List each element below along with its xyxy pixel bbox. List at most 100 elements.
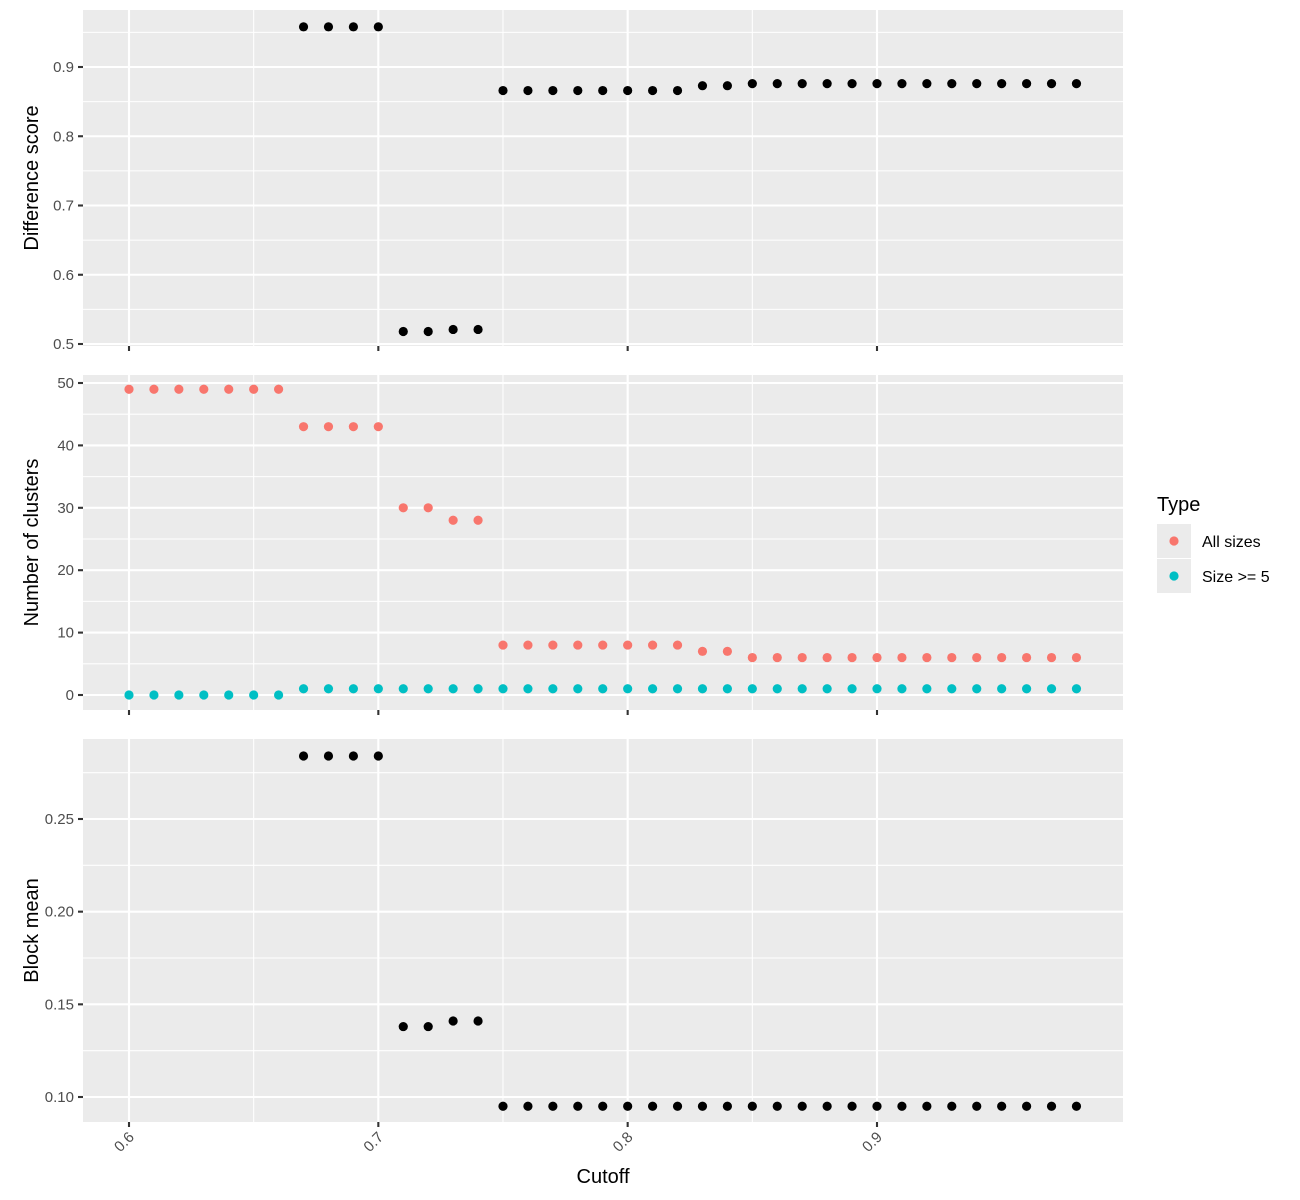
data-point — [847, 1101, 857, 1111]
data-point — [747, 1101, 757, 1111]
data-point — [573, 640, 583, 650]
data-point — [523, 684, 533, 694]
data-point — [697, 81, 708, 91]
data-point — [298, 22, 309, 32]
data-point — [548, 684, 558, 694]
legend-marker — [1169, 571, 1179, 581]
x-tick-label: 0.8 — [610, 1129, 637, 1156]
data-point — [598, 684, 608, 694]
data-point — [648, 1101, 658, 1111]
data-point — [997, 79, 1007, 89]
x-tick-label: 0.6 — [111, 1129, 138, 1156]
data-point — [423, 326, 433, 337]
data-point — [423, 503, 433, 513]
series-difference-score — [298, 22, 1082, 337]
data-point — [274, 690, 284, 700]
legend-marker — [1169, 536, 1179, 546]
data-point — [972, 1101, 982, 1111]
data-point — [897, 1101, 907, 1111]
panel-number-of-clusters: 0 10 20 30 40 50 Number of clusters — [21, 375, 1123, 715]
data-point — [922, 684, 932, 694]
data-point — [872, 79, 882, 89]
data-point — [672, 640, 683, 650]
data-point — [947, 79, 957, 89]
y-tick-label: 0.6 — [53, 267, 74, 284]
data-point — [249, 690, 259, 700]
y-tick-label: 0.15 — [45, 996, 74, 1013]
data-point — [623, 1101, 633, 1111]
data-point — [722, 684, 733, 694]
data-point — [922, 79, 932, 89]
y-tick-label: 10 — [57, 625, 74, 642]
data-point — [373, 422, 383, 432]
data-point — [398, 503, 408, 513]
series-size-5 — [124, 684, 1082, 700]
x-tick-label: 0.7 — [360, 1129, 387, 1156]
y-tick-label: 0.25 — [45, 811, 74, 828]
data-point — [448, 515, 458, 525]
data-point — [373, 22, 383, 32]
data-point — [174, 384, 184, 394]
panel-background — [83, 10, 1123, 346]
data-point — [822, 1101, 832, 1111]
data-point — [747, 684, 757, 694]
data-point — [822, 684, 832, 694]
data-point — [648, 684, 658, 694]
legend-title: Type — [1157, 494, 1200, 516]
data-point — [1071, 684, 1082, 694]
data-point — [897, 79, 907, 89]
data-point — [348, 684, 358, 694]
data-point — [922, 652, 932, 663]
data-point — [498, 640, 508, 650]
data-point — [747, 652, 757, 663]
data-point — [1071, 79, 1082, 89]
panel-difference-score: 0.5 0.6 0.7 0.8 0.9 Difference score — [21, 10, 1123, 353]
data-point — [199, 384, 209, 394]
data-point — [174, 690, 184, 700]
data-point — [598, 1101, 608, 1111]
data-point — [348, 422, 358, 432]
data-point — [872, 652, 882, 663]
data-point — [298, 684, 309, 694]
data-point — [573, 684, 583, 694]
data-point — [598, 85, 608, 96]
data-point — [548, 640, 558, 650]
data-point — [523, 85, 533, 96]
data-point — [1022, 1101, 1032, 1111]
data-point — [722, 646, 733, 656]
y-tick-label: 20 — [57, 562, 74, 579]
data-point — [648, 640, 658, 650]
y-tick-label: 50 — [57, 375, 74, 392]
data-point — [997, 684, 1007, 694]
data-point — [872, 684, 882, 694]
data-point — [1022, 79, 1032, 89]
data-point — [872, 1101, 882, 1111]
y-tick-label: 0.20 — [45, 904, 74, 921]
data-point — [747, 79, 757, 89]
data-point — [498, 85, 508, 96]
data-point — [972, 684, 982, 694]
data-point — [1071, 652, 1082, 663]
data-point — [274, 384, 284, 394]
data-point — [847, 79, 857, 89]
data-point — [972, 79, 982, 89]
data-point — [348, 751, 358, 761]
data-point — [523, 640, 533, 650]
legend: Type All sizes Size >= 5 — [1157, 494, 1270, 593]
data-point — [772, 684, 782, 694]
data-point — [997, 1101, 1007, 1111]
data-point — [573, 85, 583, 96]
data-point — [623, 640, 633, 650]
data-point — [1046, 1101, 1057, 1111]
series-all-sizes — [124, 384, 1082, 663]
panel-background — [83, 739, 1123, 1122]
data-point — [1046, 79, 1057, 89]
data-point — [847, 684, 857, 694]
legend-label: Size >= 5 — [1202, 569, 1270, 586]
data-point — [672, 85, 683, 96]
data-point — [473, 515, 483, 525]
data-point — [199, 690, 209, 700]
data-point — [1046, 684, 1057, 694]
panel-block-mean: 0.10 0.15 0.20 0.25 Block mean — [21, 739, 1123, 1127]
y-axis-title: Difference score — [21, 105, 43, 250]
